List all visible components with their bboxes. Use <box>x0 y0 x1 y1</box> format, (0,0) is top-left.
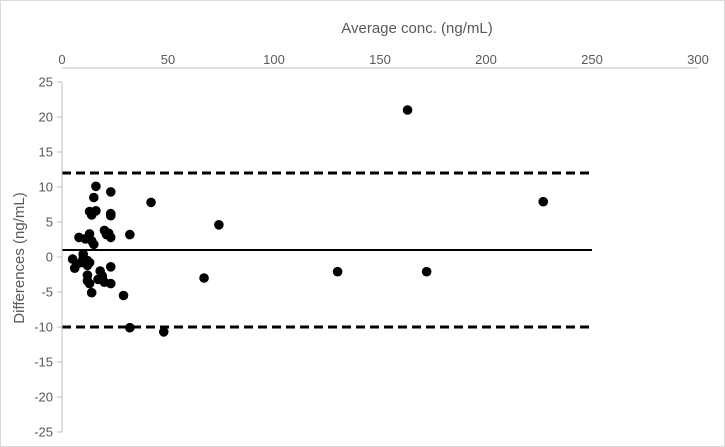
data-point <box>125 229 135 240</box>
data-point <box>105 187 116 197</box>
y-tick-label: -25 <box>34 425 53 440</box>
data-point <box>89 239 99 250</box>
y-tick-label: -10 <box>34 320 53 335</box>
x-tick-label: 0 <box>58 52 65 67</box>
data-point <box>199 273 209 283</box>
y-tick-label: 10 <box>39 180 53 195</box>
data-point <box>91 181 101 192</box>
x-tick-label: 200 <box>475 52 497 67</box>
data-point <box>125 322 135 333</box>
reference-lines <box>62 171 592 329</box>
x-tick-label: 300 <box>687 52 709 67</box>
y-tick-label: -5 <box>41 285 53 300</box>
data-point <box>89 192 99 203</box>
data-point <box>402 105 413 115</box>
y-tick-label: 15 <box>39 145 53 160</box>
data-point <box>332 266 343 277</box>
y-tick-label: 0 <box>46 250 53 265</box>
x-axis-title: Average conc. (ng/mL) <box>341 20 492 37</box>
y-tick-label: 5 <box>46 215 53 230</box>
data-point <box>214 220 224 230</box>
x-tick-label: 100 <box>263 52 285 67</box>
y-axis-title: Differences (ng/mL) <box>11 192 28 323</box>
x-tick-label: 50 <box>161 52 175 67</box>
data-point <box>538 196 549 207</box>
data-points <box>67 105 549 337</box>
y-tick-label: 20 <box>39 110 53 125</box>
data-point <box>421 266 432 277</box>
data-point <box>91 206 101 216</box>
data-point <box>158 327 169 337</box>
data-point <box>146 197 156 208</box>
data-point <box>105 210 116 221</box>
data-point <box>105 232 116 243</box>
data-point <box>105 262 116 272</box>
axes <box>57 67 698 433</box>
data-point <box>84 278 95 289</box>
y-tick-label: -15 <box>34 355 53 370</box>
data-point <box>118 290 129 301</box>
tick-labels: 0 50 100 150 200 250 3002520151050-5-10-15-20-… <box>34 52 709 440</box>
y-tick-label: -20 <box>34 390 53 405</box>
x-tick-label: 150 <box>369 52 391 67</box>
y-tick-label: 25 <box>39 75 53 90</box>
x-tick-label: 250 <box>581 52 603 67</box>
data-point <box>86 287 97 298</box>
data-point <box>84 257 95 268</box>
data-point <box>105 278 116 289</box>
